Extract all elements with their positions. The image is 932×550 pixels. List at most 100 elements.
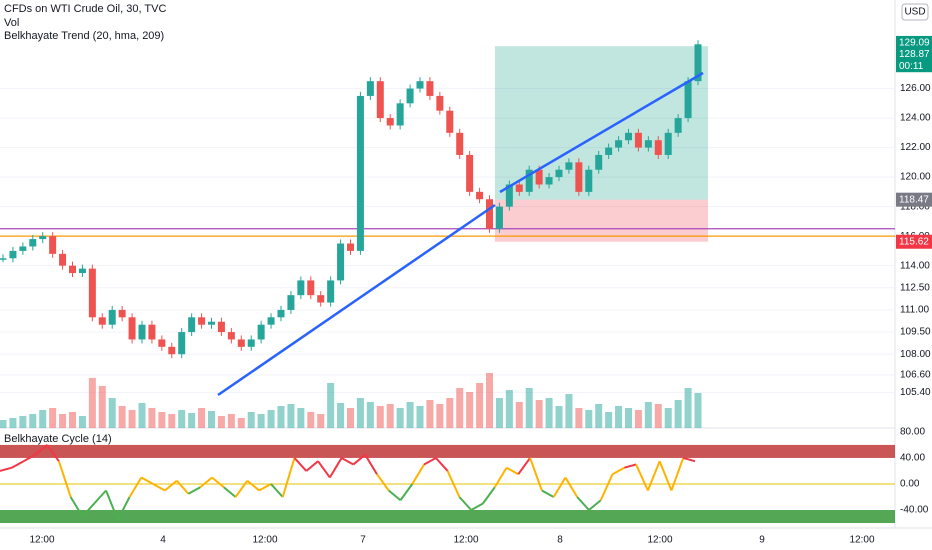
x-tick-label: 9 [759, 535, 765, 546]
candle [217, 321, 225, 333]
currency-box[interactable] [901, 3, 929, 21]
cycle-line [305, 460, 319, 472]
countdown: 00:11 [899, 61, 924, 72]
candle [118, 309, 126, 318]
candle [535, 169, 543, 185]
cycle-line [352, 453, 366, 466]
cycle-line [552, 476, 567, 498]
volume-bar [257, 414, 265, 428]
cycle-line [105, 490, 119, 521]
candle [634, 132, 642, 148]
volume-bar [287, 404, 295, 428]
cycle-line [435, 457, 449, 472]
volume-bar [178, 410, 186, 428]
cycle-line [388, 489, 402, 502]
candle [247, 339, 255, 347]
volume-bar [386, 404, 394, 428]
volume-bar [347, 408, 354, 428]
cycle-band [0, 510, 895, 524]
volume-bar [436, 404, 444, 428]
candle [674, 118, 682, 133]
cycle-line [223, 486, 237, 498]
volume-bar [29, 414, 37, 428]
price-label-box [896, 35, 932, 50]
cycle-line [564, 476, 579, 498]
cycle-line [682, 456, 696, 463]
y-tick-label: 120.00 [900, 172, 931, 183]
cycle-line [128, 476, 143, 498]
candle [466, 154, 474, 192]
price-label: 129.09 [899, 38, 930, 49]
candle [29, 239, 37, 247]
volume-bar [565, 394, 573, 428]
volume-bar [19, 416, 27, 428]
cycle-line [34, 444, 48, 456]
candle [396, 103, 404, 126]
cycle-line [187, 486, 201, 495]
y-tick-label: 112.50 [900, 282, 930, 293]
candle [555, 169, 563, 178]
cycle-line [482, 486, 496, 505]
candle [158, 339, 166, 347]
cycle-line [446, 470, 461, 498]
candle [356, 95, 364, 251]
cycle-line [258, 483, 272, 492]
cycle-line [152, 483, 166, 492]
currency[interactable]: USD [904, 7, 925, 18]
candle [545, 177, 553, 185]
volume-bar [188, 413, 196, 428]
x-tick-label: 12:00 [647, 535, 672, 546]
volume-bar [456, 388, 464, 428]
cycle-line [411, 463, 425, 485]
volume-bar [525, 388, 533, 428]
cycle-line [11, 460, 25, 469]
cycle-line [458, 496, 472, 511]
cycle-line [164, 479, 178, 492]
volume-bar [98, 386, 106, 428]
candle [644, 140, 652, 148]
y-tick-label: 124.00 [900, 113, 931, 124]
volume-bar [356, 398, 364, 428]
cycle-line [57, 460, 72, 498]
volume-bar [634, 410, 642, 428]
y-tick-label: 108.00 [900, 349, 931, 360]
candle [575, 162, 583, 192]
cycle-line [646, 460, 661, 491]
volume-bar [615, 406, 623, 428]
volume-bar [227, 414, 235, 428]
candle [585, 169, 593, 192]
y-tick-label: 80.00 [900, 427, 925, 438]
cycle-band [0, 444, 895, 458]
cycle-line [423, 457, 437, 466]
volume-bar [605, 412, 613, 428]
volume-bar [267, 410, 275, 428]
y-tick-label: 106.60 [900, 370, 931, 381]
cycle-line [517, 457, 531, 475]
volume-bar [138, 403, 146, 428]
price-label-box [896, 47, 932, 62]
candle [237, 339, 245, 347]
volume-bar [426, 400, 434, 428]
candle [168, 346, 176, 355]
volume-bar [0, 420, 7, 428]
cycle-title: Belkhayate Cycle (14) [4, 433, 112, 445]
cycle-line [23, 453, 36, 463]
x-tick-label: 12:00 [453, 535, 478, 546]
y-tick-label: 0.00 [900, 479, 920, 490]
candle [19, 246, 27, 251]
cycle-line [506, 466, 519, 476]
volume-bar [406, 402, 414, 428]
trend-line [499, 71, 704, 194]
y-tick-label: 109.50 [900, 327, 931, 338]
cycle-line [46, 444, 60, 462]
main-pane [0, 40, 895, 428]
candle [287, 295, 295, 310]
cycle-line [376, 473, 390, 492]
candle [277, 309, 285, 318]
cycle-line [624, 463, 637, 469]
candle [376, 81, 384, 119]
volume-bar [158, 412, 166, 428]
candle [605, 147, 613, 155]
trend-line [217, 203, 496, 397]
